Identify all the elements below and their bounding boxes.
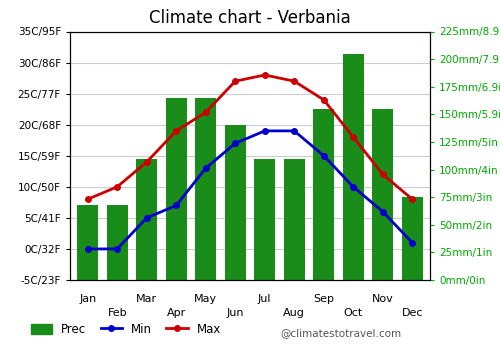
Bar xyxy=(254,159,275,280)
Bar xyxy=(196,98,216,280)
Text: Jan: Jan xyxy=(79,294,96,304)
Text: Nov: Nov xyxy=(372,294,394,304)
Legend: Prec, Min, Max: Prec, Min, Max xyxy=(26,318,226,341)
Text: Aug: Aug xyxy=(284,308,305,318)
Text: Apr: Apr xyxy=(166,308,186,318)
Bar xyxy=(225,125,246,280)
Bar xyxy=(343,54,363,280)
Bar xyxy=(136,159,157,280)
Text: Feb: Feb xyxy=(108,308,127,318)
Bar xyxy=(107,205,128,280)
Text: Jun: Jun xyxy=(226,308,244,318)
Title: Climate chart - Verbania: Climate chart - Verbania xyxy=(149,9,351,27)
Text: Sep: Sep xyxy=(314,294,334,304)
Text: Jul: Jul xyxy=(258,294,272,304)
Text: Mar: Mar xyxy=(136,294,158,304)
Bar xyxy=(372,109,393,280)
Text: Oct: Oct xyxy=(344,308,363,318)
Bar xyxy=(402,197,422,280)
Text: @climatestotravel.com: @climatestotravel.com xyxy=(280,328,401,338)
Bar xyxy=(284,159,304,280)
Text: May: May xyxy=(194,294,218,304)
Bar xyxy=(166,98,186,280)
Text: Dec: Dec xyxy=(402,308,423,318)
Bar xyxy=(78,205,98,280)
Bar xyxy=(314,109,334,280)
